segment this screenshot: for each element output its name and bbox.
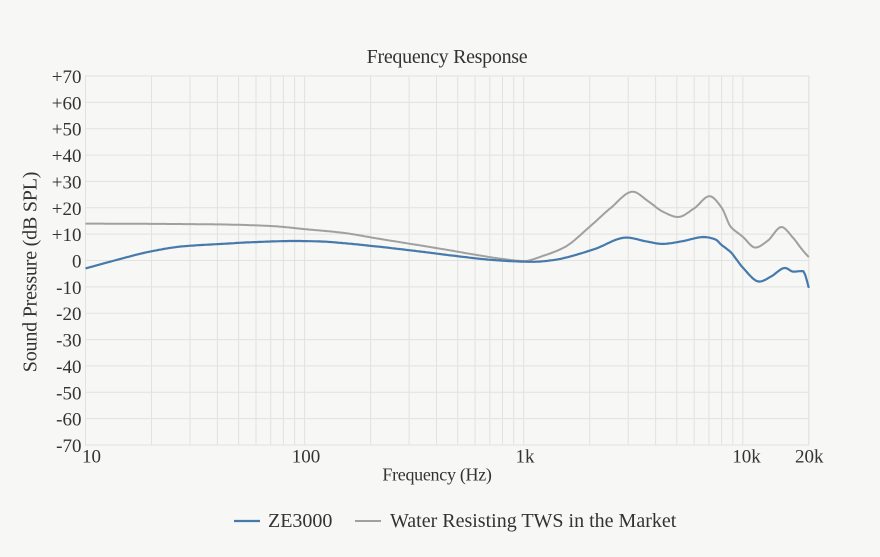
svg-text:20k: 20k xyxy=(795,447,824,468)
svg-text:+30: +30 xyxy=(52,172,82,193)
svg-text:-10: -10 xyxy=(56,278,81,299)
svg-text:Frequency (Hz): Frequency (Hz) xyxy=(382,465,492,486)
svg-text:-40: -40 xyxy=(56,357,81,378)
svg-text:0: 0 xyxy=(72,252,82,273)
svg-text:100: 100 xyxy=(292,447,321,468)
svg-text:+70: +70 xyxy=(52,67,82,88)
svg-text:10: 10 xyxy=(82,447,101,468)
svg-text:-60: -60 xyxy=(56,410,81,431)
svg-text:+40: +40 xyxy=(52,146,82,167)
svg-text:Frequency Response: Frequency Response xyxy=(367,46,528,68)
svg-text:Water Resisting TWS in the Mar: Water Resisting TWS in the Market xyxy=(390,510,677,532)
svg-text:ZE3000: ZE3000 xyxy=(268,510,332,532)
svg-text:1k: 1k xyxy=(516,447,536,468)
svg-text:+20: +20 xyxy=(52,199,82,220)
svg-text:Sound Pressure (dB SPL): Sound Pressure (dB SPL) xyxy=(20,172,42,372)
svg-text:+50: +50 xyxy=(52,120,82,141)
svg-text:-30: -30 xyxy=(56,331,81,352)
svg-text:+10: +10 xyxy=(52,225,82,246)
svg-text:10k: 10k xyxy=(732,447,761,468)
svg-text:-50: -50 xyxy=(56,383,81,404)
svg-text:-70: -70 xyxy=(56,436,81,457)
svg-text:-20: -20 xyxy=(56,304,81,325)
svg-text:+60: +60 xyxy=(52,93,82,114)
